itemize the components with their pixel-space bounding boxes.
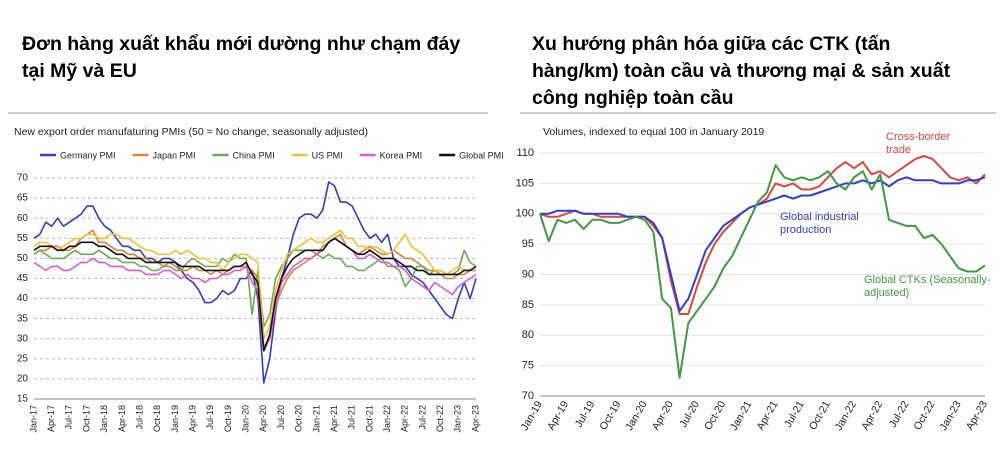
y-tick-label: 105 — [516, 177, 534, 189]
chart-subtitle: New export order manufaturing PMIs (50 =… — [14, 126, 368, 138]
y-tick-label: 70 — [522, 390, 534, 402]
x-tick-label: Oct-17 — [81, 405, 91, 432]
y-tick-label: 65 — [17, 193, 29, 204]
series-line — [33, 237, 477, 352]
series-line — [33, 249, 477, 328]
x-tick-label: Apr-21 — [754, 399, 780, 432]
x-tick-label: Jul-20 — [276, 405, 286, 430]
y-tick-label: 90 — [522, 268, 534, 280]
series-line — [540, 176, 986, 312]
x-tick-label: Jan-19 — [170, 405, 180, 433]
x-tick-label: Jan-23 — [937, 399, 964, 433]
series-line — [539, 164, 986, 379]
x-tick-label: Oct-21 — [364, 405, 374, 432]
legend-label: Global PMI — [459, 150, 504, 160]
y-tick-label: 15 — [17, 394, 29, 405]
y-tick-label: 95 — [522, 238, 534, 250]
x-tick-label: Apr-22 — [400, 405, 410, 432]
x-tick-label: Jan-19 — [519, 399, 546, 433]
chart-title: Xu hướng phân hóa giữa các CTK (tấn hàng… — [532, 33, 951, 109]
x-tick-label: Jul-19 — [205, 405, 215, 430]
x-tick-label: Jul-17 — [64, 405, 74, 430]
series-line — [539, 155, 986, 315]
series-line — [33, 229, 477, 340]
x-tick-label: Oct-20 — [294, 405, 304, 432]
legend-label: Japan PMI — [153, 150, 196, 160]
x-tick-label: Jul-18 — [134, 405, 144, 430]
x-tick-label: Apr-20 — [650, 399, 676, 432]
y-tick-label: 110 — [516, 147, 534, 159]
x-tick-label: Oct-19 — [223, 405, 233, 432]
series-line — [33, 181, 477, 384]
x-tick-label: Apr-20 — [258, 405, 268, 432]
x-tick-label: Apr-19 — [187, 405, 197, 432]
y-tick-label: 55 — [17, 233, 29, 244]
y-tick-label: 100 — [516, 208, 534, 220]
legend-label: China PMI — [233, 150, 275, 160]
x-tick-label: Apr-23 — [964, 399, 990, 432]
series-line — [33, 237, 477, 352]
x-tick-label: Jul-21 — [347, 405, 357, 430]
chart-subtitle: Volumes, indexed to equal 100 in January… — [543, 126, 764, 138]
series-label: Global industrial production — [780, 211, 859, 236]
x-tick-label: Jan-20 — [623, 399, 650, 433]
y-tick-label: 25 — [17, 353, 29, 364]
series-line — [33, 229, 476, 348]
legend-label: US PMI — [312, 150, 343, 160]
x-tick-label: Jul-20 — [677, 399, 702, 430]
x-tick-label: Jul-21 — [782, 399, 807, 430]
y-tick-label: 80 — [522, 329, 534, 341]
x-tick-label: Oct-21 — [807, 399, 833, 432]
x-tick-label: Apr-19 — [545, 399, 571, 432]
legend-label: Korea PMI — [380, 150, 423, 160]
x-tick-label: Oct-18 — [152, 405, 162, 432]
x-tick-label: Oct-20 — [702, 399, 728, 432]
chart-title: Đơn hàng xuất khẩu mới dường như chạm đá… — [22, 33, 461, 82]
x-tick-label: Jan-22 — [382, 405, 392, 433]
x-tick-label: Oct-19 — [597, 399, 623, 432]
y-tick-label: 70 — [17, 173, 29, 184]
x-tick-label: Jul-19 — [573, 399, 598, 430]
x-tick-label: Jan-22 — [833, 399, 860, 433]
x-tick-label: Jan-21 — [728, 399, 755, 433]
x-tick-label: Apr-22 — [859, 399, 885, 432]
x-tick-label: Jan-20 — [241, 405, 251, 433]
y-tick-label: 50 — [17, 253, 29, 264]
y-tick-label: 20 — [17, 374, 29, 385]
series-label: Global CTKs (Seasonally-adjusted) — [864, 274, 991, 299]
x-tick-label: Jan-18 — [99, 405, 109, 433]
y-tick-label: 40 — [17, 293, 29, 304]
x-tick-label: Apr-18 — [117, 405, 127, 432]
y-tick-label: 30 — [17, 333, 29, 344]
y-tick-label: 45 — [17, 273, 29, 284]
x-tick-label: Apr-17 — [46, 405, 56, 432]
legend-label: Germany PMI — [60, 150, 116, 160]
y-tick-label: 85 — [522, 299, 534, 311]
x-tick-label: Jul-22 — [887, 399, 912, 430]
x-tick-label: Oct-22 — [435, 405, 445, 432]
x-tick-label: Oct-22 — [912, 399, 938, 432]
series-label: Cross-border trade — [886, 131, 951, 156]
y-tick-label: 60 — [17, 213, 29, 224]
x-tick-label: Apr-23 — [470, 405, 480, 432]
x-tick-label: Jan-21 — [311, 405, 321, 433]
x-tick-label: Apr-21 — [329, 405, 339, 432]
y-tick-label: 35 — [17, 313, 29, 324]
x-tick-label: Jan-17 — [28, 405, 38, 433]
y-tick-label: 75 — [522, 360, 534, 372]
x-tick-label: Jan-23 — [453, 405, 463, 433]
x-tick-label: Jul-22 — [417, 405, 427, 430]
